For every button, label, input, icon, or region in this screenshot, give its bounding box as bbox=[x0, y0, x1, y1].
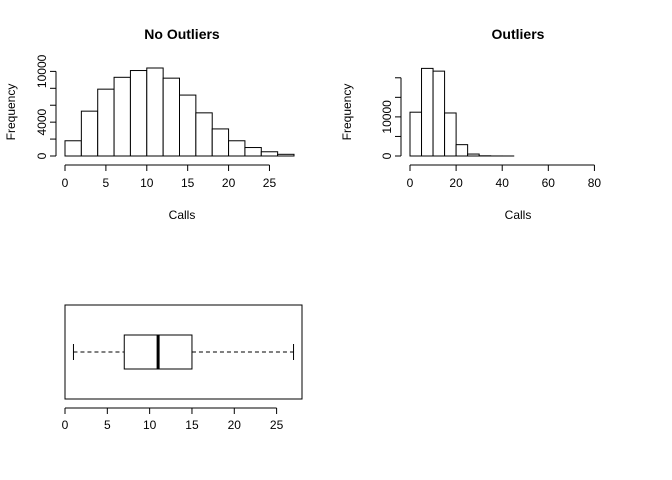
hist1-y-tick-label: 4000 bbox=[35, 108, 49, 135]
hist2-bar bbox=[421, 67, 434, 157]
hist1-bar bbox=[211, 128, 230, 157]
hist2-bar bbox=[444, 112, 457, 157]
hist2-x-tick-label: 80 bbox=[588, 176, 602, 190]
hist1-bar bbox=[113, 76, 131, 157]
hist2-y-tick-label: 10000 bbox=[380, 100, 394, 134]
hist2-bar bbox=[432, 70, 446, 157]
hist2-y-tick-label: 0 bbox=[380, 152, 394, 159]
hist1-bar bbox=[129, 70, 148, 157]
hist2-x-tick-label: 20 bbox=[449, 176, 463, 190]
hist1-x-tick-label: 0 bbox=[62, 176, 69, 190]
hist1-bar bbox=[97, 88, 115, 157]
hist1-bar bbox=[146, 67, 164, 157]
hist1-y-tick-label: 10000 bbox=[35, 54, 49, 88]
boxplot-frame bbox=[64, 304, 303, 400]
hist1-bar bbox=[64, 140, 82, 157]
hist1-bar bbox=[228, 140, 246, 157]
boxplot-x-tick-label: 5 bbox=[104, 418, 111, 432]
hist1-bar bbox=[179, 94, 197, 157]
hist2-y-label: Frequency bbox=[340, 84, 354, 141]
hist1-bar bbox=[277, 153, 295, 157]
boxplot-x-tick-label: 20 bbox=[228, 418, 242, 432]
boxplot-x-tick-label: 15 bbox=[185, 418, 199, 432]
hist1-bar bbox=[162, 77, 180, 157]
hist1-bar bbox=[260, 151, 279, 157]
hist1-y-label: Frequency bbox=[4, 84, 18, 141]
hist2-title: Outliers bbox=[492, 26, 545, 42]
hist1-bar bbox=[244, 147, 262, 157]
hist1-x-tick-label: 5 bbox=[103, 176, 110, 190]
boxplot-x-tick-label: 10 bbox=[143, 418, 157, 432]
boxplot-x-tick-label: 0 bbox=[62, 418, 69, 432]
hist1-x-tick-label: 15 bbox=[181, 176, 195, 190]
boxplot-x-tick-label: 25 bbox=[270, 418, 284, 432]
hist1-x-tick-label: 10 bbox=[140, 176, 154, 190]
hist2-bar bbox=[467, 153, 480, 157]
hist2-x-tick-label: 0 bbox=[407, 176, 414, 190]
hist2-x-label: Calls bbox=[505, 208, 532, 222]
hist2-x-tick-label: 60 bbox=[542, 176, 556, 190]
hist2-x-tick-label: 40 bbox=[496, 176, 510, 190]
hist1-bar bbox=[195, 112, 213, 157]
hist1-y-tick-label: 0 bbox=[35, 152, 49, 159]
hist2-bar bbox=[455, 144, 469, 157]
hist1-title: No Outliers bbox=[144, 26, 220, 42]
hist1-x-label: Calls bbox=[169, 208, 196, 222]
hist1-bar bbox=[80, 110, 99, 157]
hist1-x-tick-label: 25 bbox=[263, 176, 277, 190]
hist1-x-tick-label: 20 bbox=[222, 176, 236, 190]
hist2-bar bbox=[409, 111, 423, 157]
